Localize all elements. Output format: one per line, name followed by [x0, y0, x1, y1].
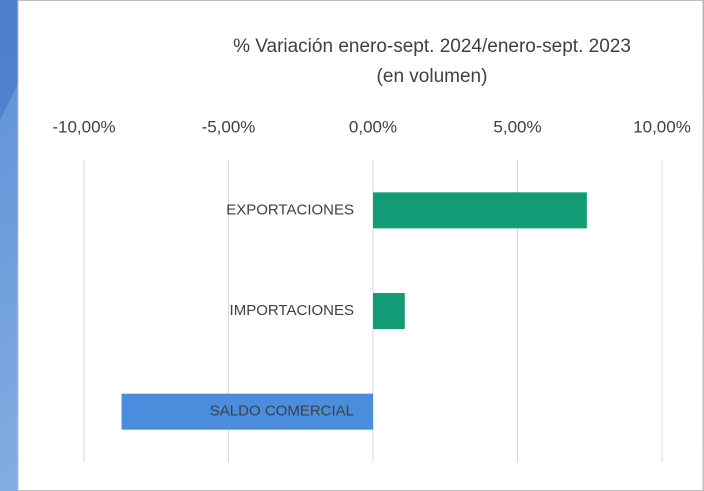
x-tick-label: -10,00% — [52, 117, 115, 136]
category-label: IMPORTACIONES — [230, 302, 354, 319]
chart-subtitle: (en volumen) — [377, 66, 488, 87]
bar — [373, 192, 587, 229]
x-tick-label: 5,00% — [493, 117, 541, 136]
x-tick-label: 10,00% — [633, 117, 691, 136]
chart-title: % Variación enero-sept. 2024/enero-sept.… — [233, 36, 631, 57]
x-tick-label: -5,00% — [202, 117, 256, 136]
category-label: EXPORTACIONES — [226, 201, 354, 218]
bar — [373, 293, 405, 329]
bar — [121, 393, 373, 430]
category-label: SALDO COMERCIAL — [210, 403, 354, 420]
x-tick-label: 0,00% — [349, 117, 397, 136]
